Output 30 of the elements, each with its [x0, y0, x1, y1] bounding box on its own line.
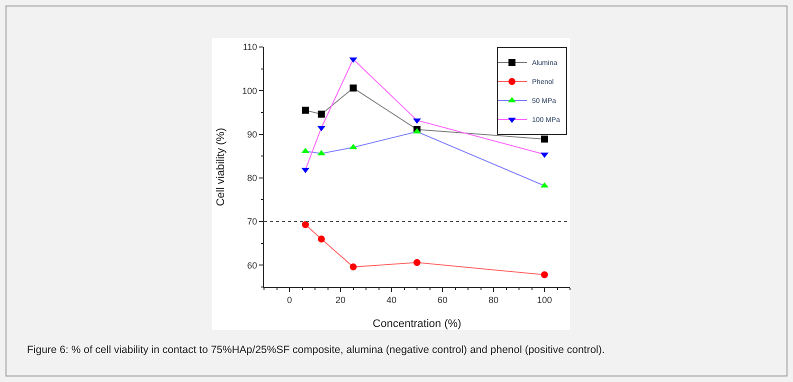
point — [541, 136, 548, 143]
x-tick-label: 80 — [488, 294, 499, 305]
point — [301, 148, 310, 154]
point — [350, 84, 357, 92]
point — [349, 57, 358, 63]
point — [317, 126, 326, 132]
x-axis-title: Concentration (%) — [372, 318, 462, 330]
x-tick-label: 40 — [386, 294, 397, 305]
x-tick-label: 20 — [335, 294, 346, 305]
point — [414, 259, 420, 266]
y-tick-label: 70 — [247, 216, 258, 227]
point — [318, 110, 325, 118]
y-tick-label: 100 — [242, 86, 258, 96]
point — [302, 106, 309, 114]
x-tick-label: 100 — [536, 294, 552, 305]
point — [541, 271, 548, 278]
point — [317, 150, 326, 156]
y-axis-title: Cell viability (%) — [214, 128, 227, 206]
point — [318, 236, 325, 242]
point — [301, 168, 310, 174]
caption: Figure 6: % of cell viability in contact to 75%HAp/25%SF composite, alumina (negative control) and phenol (positive control). — [27, 344, 605, 356]
point — [302, 221, 309, 228]
y-tick-label: 60 — [247, 260, 258, 270]
y-tick-label: 90 — [247, 129, 258, 140]
point — [349, 144, 358, 150]
y-tick-label: 80 — [247, 173, 258, 184]
point — [350, 263, 357, 270]
x-tick-label: 60 — [437, 294, 448, 305]
x-tick-label: 0 — [286, 294, 292, 305]
y-tick-label: 110 — [242, 42, 258, 52]
